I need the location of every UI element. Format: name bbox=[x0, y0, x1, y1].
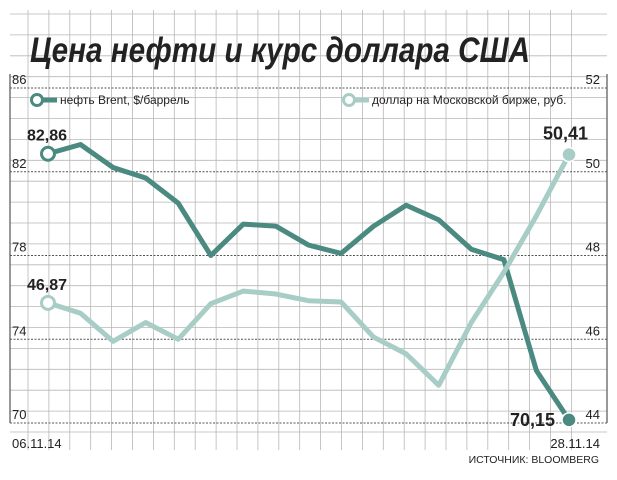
right-tick-label: 52 bbox=[586, 72, 600, 87]
left-tick-label: 74 bbox=[12, 323, 26, 338]
legend-label: доллар на Московской бирже, руб. bbox=[372, 93, 566, 107]
right-tick-label: 44 bbox=[586, 407, 600, 422]
series-end-label: 70,15 bbox=[510, 410, 555, 430]
series-start-label: 82,86 bbox=[27, 128, 67, 145]
legend-marker bbox=[30, 93, 44, 107]
series-start-marker bbox=[40, 145, 56, 162]
x-tick-start: 06.11.14 bbox=[12, 436, 62, 451]
x-tick-end: 28.11.14 bbox=[550, 436, 600, 451]
series-end-marker bbox=[561, 412, 577, 428]
legend-label: нефть Brent, $/баррель bbox=[60, 93, 190, 107]
legend-marker bbox=[342, 93, 356, 107]
right-tick-label: 46 bbox=[586, 323, 600, 338]
legend: нефть Brent, $/баррель доллар на Московск… bbox=[30, 93, 566, 107]
right-tick-label: 48 bbox=[586, 240, 600, 255]
grid bbox=[10, 10, 607, 450]
data-labels: 82,86 70,15 46,87 50,41 bbox=[27, 124, 588, 430]
source-note: ИСТОЧНИК: BLOOMBERG bbox=[469, 454, 599, 466]
left-tick-label: 78 bbox=[12, 240, 26, 255]
series-group bbox=[40, 142, 577, 428]
left-tick-label: 82 bbox=[12, 156, 26, 171]
series-start-marker bbox=[40, 294, 56, 311]
right-tick-label: 50 bbox=[586, 156, 600, 171]
series-end-label: 50,41 bbox=[543, 124, 588, 144]
left-tick-label: 70 bbox=[12, 407, 26, 422]
series-start-label: 46,87 bbox=[27, 277, 67, 294]
chart-title: Цена нефти и курс доллара США bbox=[30, 31, 530, 70]
left-tick-label: 86 bbox=[12, 72, 26, 87]
series-end-marker bbox=[561, 146, 577, 163]
